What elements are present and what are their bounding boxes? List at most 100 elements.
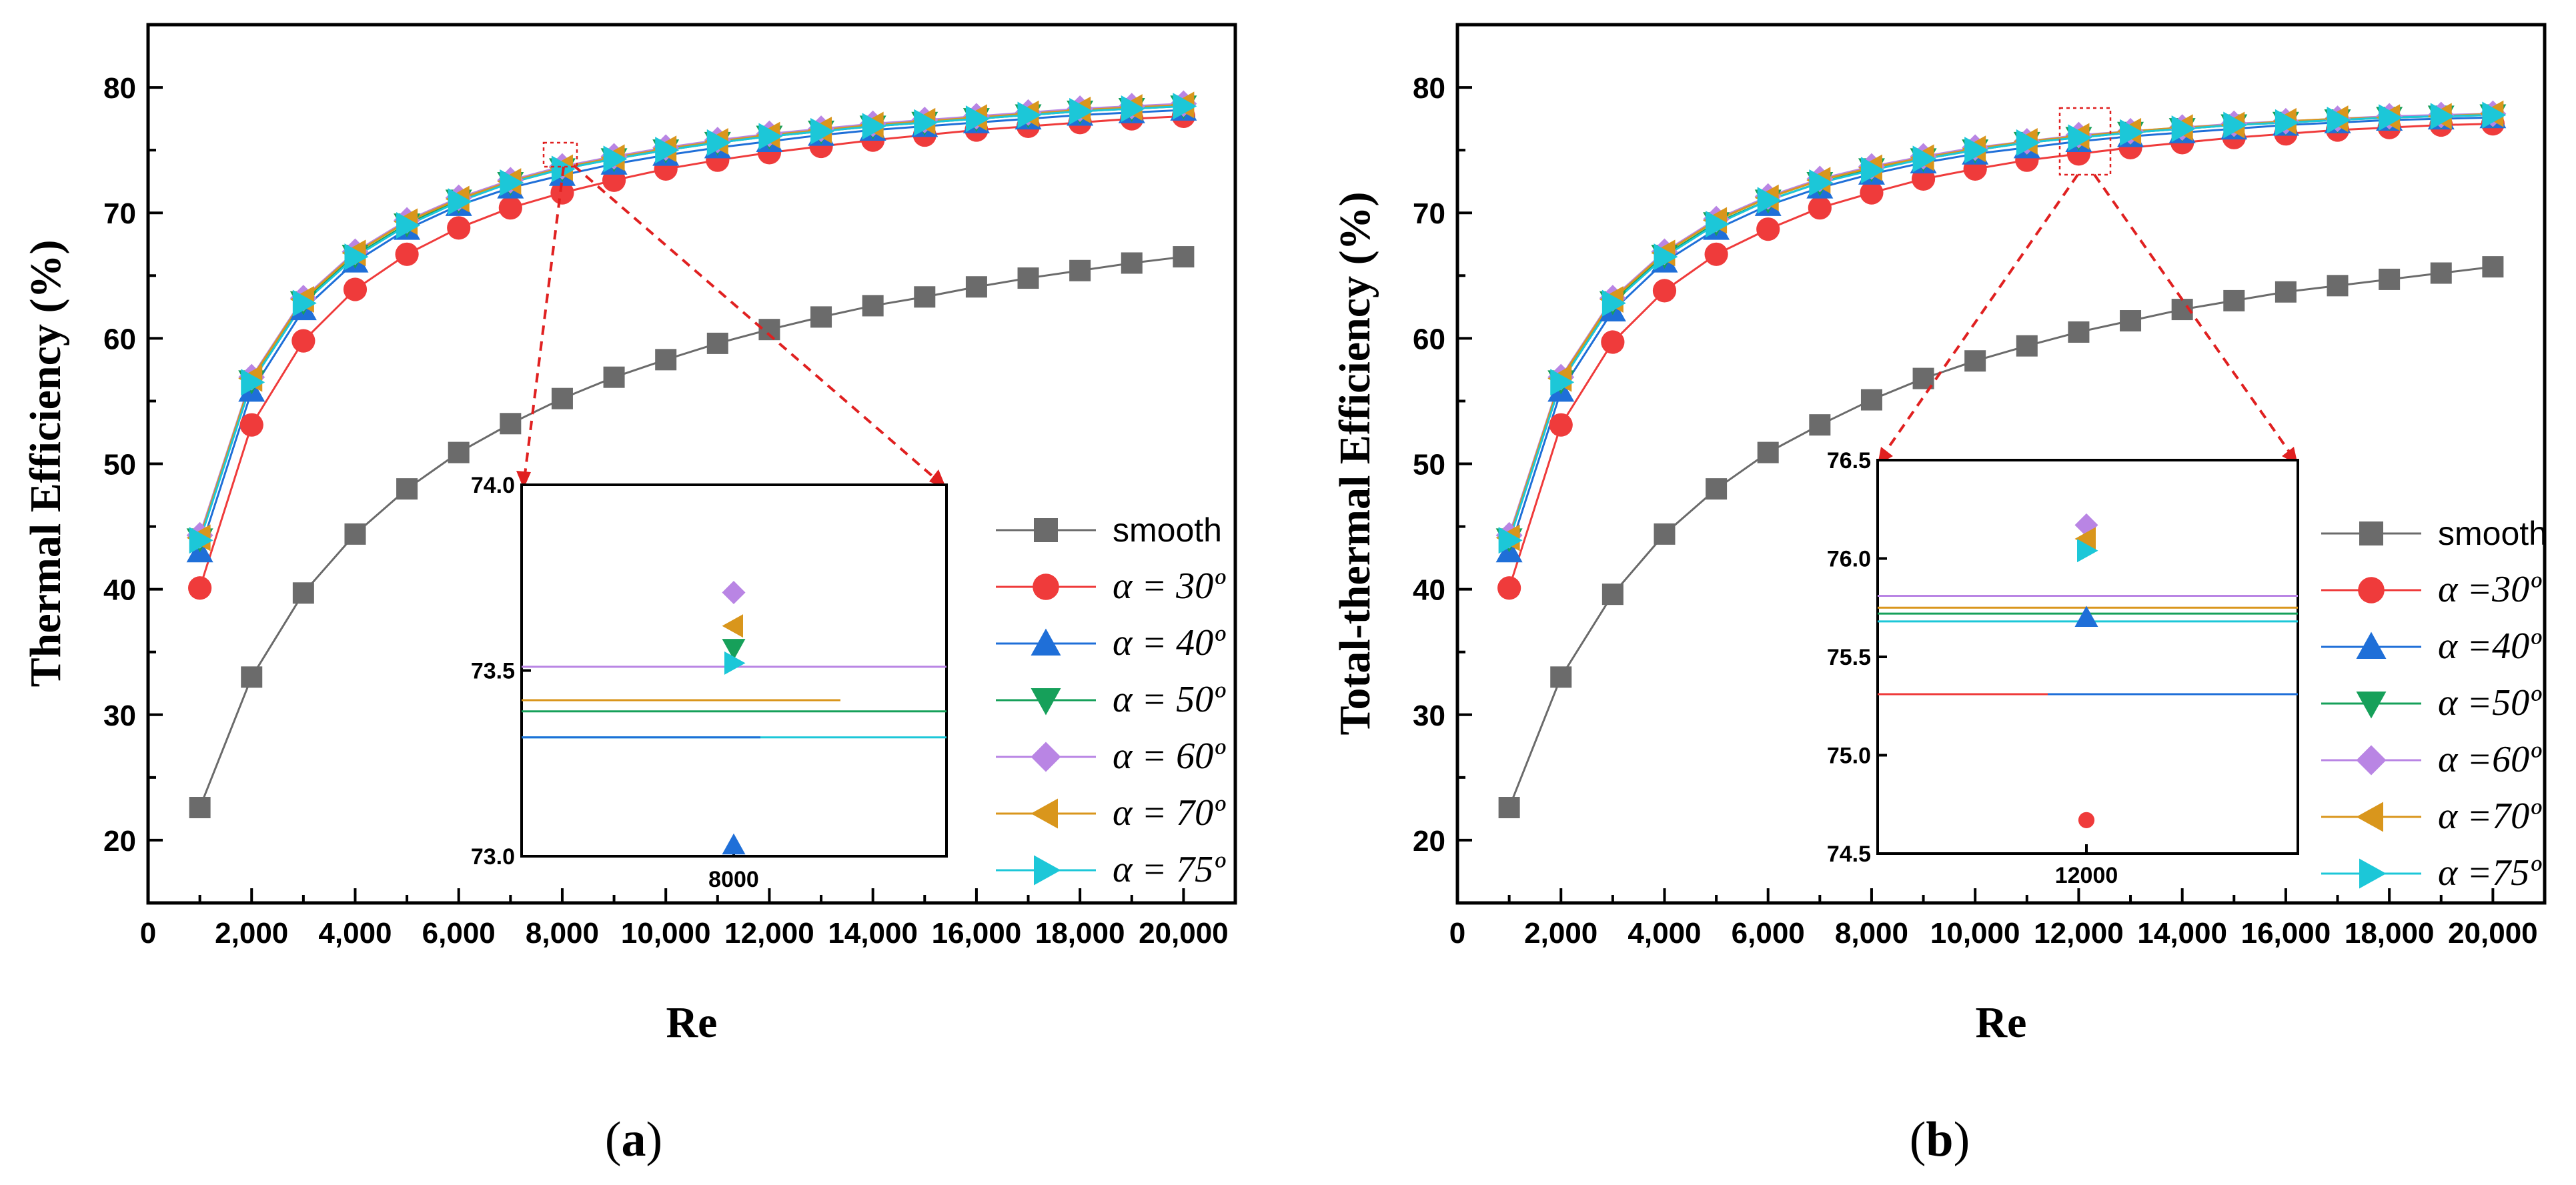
panel-b-y-tick-label: 70: [1413, 197, 1445, 230]
panel-b-point-alpha=75: [1912, 145, 1937, 173]
panel-b-point-alpha=75: [2430, 103, 2455, 130]
panel-b-inset-y-tick-label: 76.5: [1827, 448, 1871, 473]
panel-b-point-alpha=75: [2016, 129, 2040, 156]
panel-a-legend-marker-alpha=60: [1031, 742, 1061, 772]
panel-b-point-smooth: [2016, 335, 2038, 357]
panel-b-point-smooth: [2120, 310, 2142, 332]
panel-b-point-alpha=75: [1654, 243, 1678, 271]
panel-a-point-alpha=30: [498, 196, 522, 220]
panel-b-x-tick-label: 0: [1449, 917, 1465, 950]
panel-b-legend-marker-alpha=70: [2356, 802, 2383, 832]
panel-a-legend-marker-alpha=30: [1033, 573, 1059, 600]
panel-a-x-axis-title: Re: [666, 998, 718, 1047]
panel-b-point-smooth: [1706, 478, 1728, 500]
panel-a-inset-y-tick-label: 73.5: [471, 659, 515, 684]
panel-a-point-alpha=75: [500, 169, 524, 197]
panel-a-legend-marker-alpha=70: [1031, 798, 1058, 829]
panel-a-y-tick-label: 70: [103, 197, 136, 230]
panel-b-point-alpha=75: [2120, 119, 2144, 146]
panel-b-point-smooth: [2223, 289, 2245, 311]
panel-b-legend-marker-alpha=30: [2358, 577, 2385, 604]
panel-a-legend-marker-alpha=50: [1031, 688, 1061, 716]
panel-b-x-tick-label: 2,000: [1524, 917, 1597, 950]
panel-a-point-alpha=75: [862, 113, 886, 140]
panel-a-inset-point-alpha=50: [722, 639, 746, 660]
panel-a-y-tick-label: 80: [103, 72, 136, 105]
panel-b-inset-point-alpha=75: [2077, 539, 2098, 563]
panel-b-point-smooth: [1964, 350, 1986, 372]
panel-a-x-tick-label: 20,000: [1139, 917, 1229, 950]
panel-b-inset-y-tick-label: 74.5: [1827, 842, 1871, 867]
panel-b-point-alpha=30: [1860, 181, 1884, 205]
panel-b-point-alpha=75: [1757, 187, 1782, 214]
panel-a-point-smooth: [758, 319, 780, 341]
panel-a-point-smooth: [655, 349, 677, 371]
panel-a-legend-label-alpha=40: α = 40º: [1113, 622, 1226, 664]
panel-b-zoom-box: [2058, 107, 2112, 176]
panel-b-zoom-guide-left: [1878, 173, 2079, 461]
panel-b-point-alpha=75: [2379, 104, 2403, 131]
panel-b-point-smooth: [1498, 797, 1520, 819]
panel-a-point-smooth: [603, 366, 625, 388]
panel-a-point-alpha=75: [758, 123, 783, 150]
panel-a-point-alpha=75: [396, 212, 421, 239]
panel-a-x-tick-label: 2,000: [215, 917, 288, 950]
panel-b-point-alpha=75: [2482, 101, 2507, 129]
panel-b-point-smooth: [2275, 281, 2297, 303]
panel-b-point-alpha=30: [1652, 279, 1677, 303]
panel-a-point-alpha=75: [603, 145, 628, 173]
panel-b-point-alpha=75: [1550, 369, 1575, 396]
panel-a-series-line-alpha=50: [199, 105, 1184, 539]
panel-a-legend-label-alpha=50: α = 50º: [1113, 679, 1226, 720]
panel-a-legend-marker-alpha=40: [1031, 628, 1061, 656]
panel-b-x-tick-label: 4,000: [1628, 917, 1701, 950]
panel-a-point-alpha=30: [291, 329, 315, 353]
panel-a-point-smooth: [965, 276, 987, 298]
panel-b-y-tick-label: 40: [1413, 574, 1445, 607]
panel-a-legend-label-smooth: smooth: [1113, 511, 1222, 549]
panel-a-series-line-alpha=60: [199, 103, 1184, 536]
panel-a-point-smooth: [448, 441, 470, 463]
panel-b-zoom-guide-right: [2093, 173, 2297, 461]
panel-a-point-alpha=30: [188, 576, 212, 600]
panel-b-inset-y-tick-label: 75.0: [1827, 744, 1871, 769]
panel-b-inset-point-alpha=40: [2074, 606, 2098, 627]
panel-b-x-tick-label: 10,000: [1930, 917, 2020, 950]
panel-a-x-tick-label: 0: [140, 917, 156, 950]
panel-b-point-alpha=75: [1860, 157, 1885, 184]
panel-b-point-smooth: [2482, 256, 2504, 278]
panel-a-point-alpha=30: [343, 277, 368, 301]
panel-a-point-alpha=75: [914, 109, 938, 136]
panel-a-point-alpha=30: [395, 242, 419, 266]
panel-a-point-alpha=75: [1017, 101, 1042, 129]
panel-a-point-alpha=75: [965, 105, 990, 133]
panel-a-point-alpha=75: [655, 137, 680, 164]
panel-a-y-tick-label: 20: [103, 825, 136, 858]
panel-b-point-smooth: [2379, 268, 2401, 290]
panel-b-legend-label-alpha=70: α =70º: [2438, 796, 2542, 837]
panel-a-point-alpha=30: [239, 413, 263, 437]
panel-b-point-alpha=75: [1498, 527, 1523, 554]
panel-b-legend-marker-alpha=75: [2359, 858, 2387, 889]
panel-b-x-tick-label: 6,000: [1732, 917, 1805, 950]
panel-b-x-tick-label: 18,000: [2345, 917, 2435, 950]
panel-a-point-smooth: [862, 295, 884, 317]
panel-a-point-smooth: [500, 413, 522, 435]
panel-b-point-smooth: [1550, 666, 1572, 688]
panel-b-legend-label-smooth: smooth: [2438, 515, 2547, 552]
panel-a-legend-label-alpha=70: α = 70º: [1113, 792, 1226, 834]
panel-a-point-smooth: [1121, 252, 1143, 274]
panel-b-inset-x-tick-label: 12000: [2055, 863, 2118, 888]
panel-a-inset-x-tick-label: 8000: [708, 867, 759, 892]
panel-a-legend-marker-smooth: [1034, 518, 1058, 542]
panel-b-point-smooth: [1809, 414, 1831, 436]
panel-b-point-alpha=75: [1809, 169, 1834, 197]
panel-b-point-smooth: [1601, 583, 1624, 606]
panel-b-legend-marker-alpha=60: [2356, 745, 2387, 776]
panel-a-x-tick-label: 14,000: [828, 917, 918, 950]
panel-b-inset-point-alpha=30: [2078, 812, 2095, 828]
panel-b-point-alpha=75: [1964, 137, 1989, 164]
panel-b-legend-label-alpha=50: α =50º: [2438, 682, 2542, 724]
panel-b-point-smooth: [1654, 523, 1676, 545]
